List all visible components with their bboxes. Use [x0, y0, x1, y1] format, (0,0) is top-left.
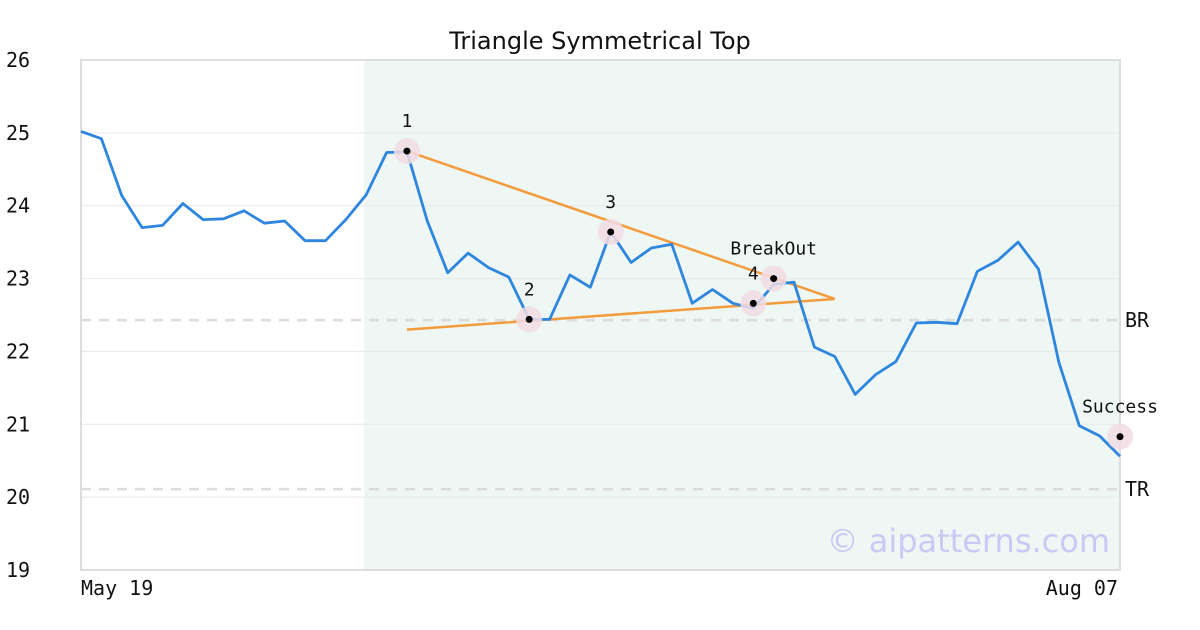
y-tick-label: 26: [6, 48, 30, 72]
marker-dot: [403, 147, 411, 155]
chart-title: Triangle Symmetrical Top: [448, 27, 751, 55]
marker-label: BreakOut: [730, 239, 817, 260]
marker-dot: [1116, 433, 1124, 441]
marker-label: 2: [524, 279, 535, 300]
marker-label: 3: [605, 192, 616, 213]
marker-label: Success: [1082, 397, 1158, 418]
y-axis-ticks: 19 20 21 22 23 24 25 26: [6, 48, 30, 582]
pattern-region: [364, 60, 1119, 570]
y-tick-label: 23: [6, 267, 30, 291]
y-tick-label: 24: [6, 194, 30, 218]
marker-dot: [525, 315, 533, 323]
y-tick-label: 21: [6, 412, 30, 436]
watermark: © aipatterns.com: [827, 522, 1110, 560]
y-gridlines: [81, 132, 1120, 498]
marker-dot: [749, 299, 757, 307]
reference-line-label: BR: [1125, 308, 1150, 332]
markers: 1 2 3 4 BreakOut Success: [393, 111, 1158, 450]
y-tick-label: 19: [6, 558, 30, 582]
y-tick-label: 22: [6, 339, 30, 363]
plot-frame: [80, 59, 1121, 571]
x-tick-label: Aug 07: [1046, 576, 1118, 600]
marker-label: 1: [402, 111, 413, 132]
y-tick-label: 20: [6, 485, 30, 509]
x-tick-label: May 19: [81, 576, 153, 600]
reference-line-label: TR: [1125, 477, 1150, 501]
marker-dot: [770, 275, 778, 283]
price-series-line: [80, 130, 1121, 458]
x-axis-ticks: May 19 Aug 07: [81, 576, 1118, 600]
marker-label: 4: [748, 263, 759, 284]
y-tick-label: 25: [6, 121, 30, 145]
reference-lines: BR TR: [81, 308, 1150, 501]
marker-dot: [607, 228, 615, 236]
